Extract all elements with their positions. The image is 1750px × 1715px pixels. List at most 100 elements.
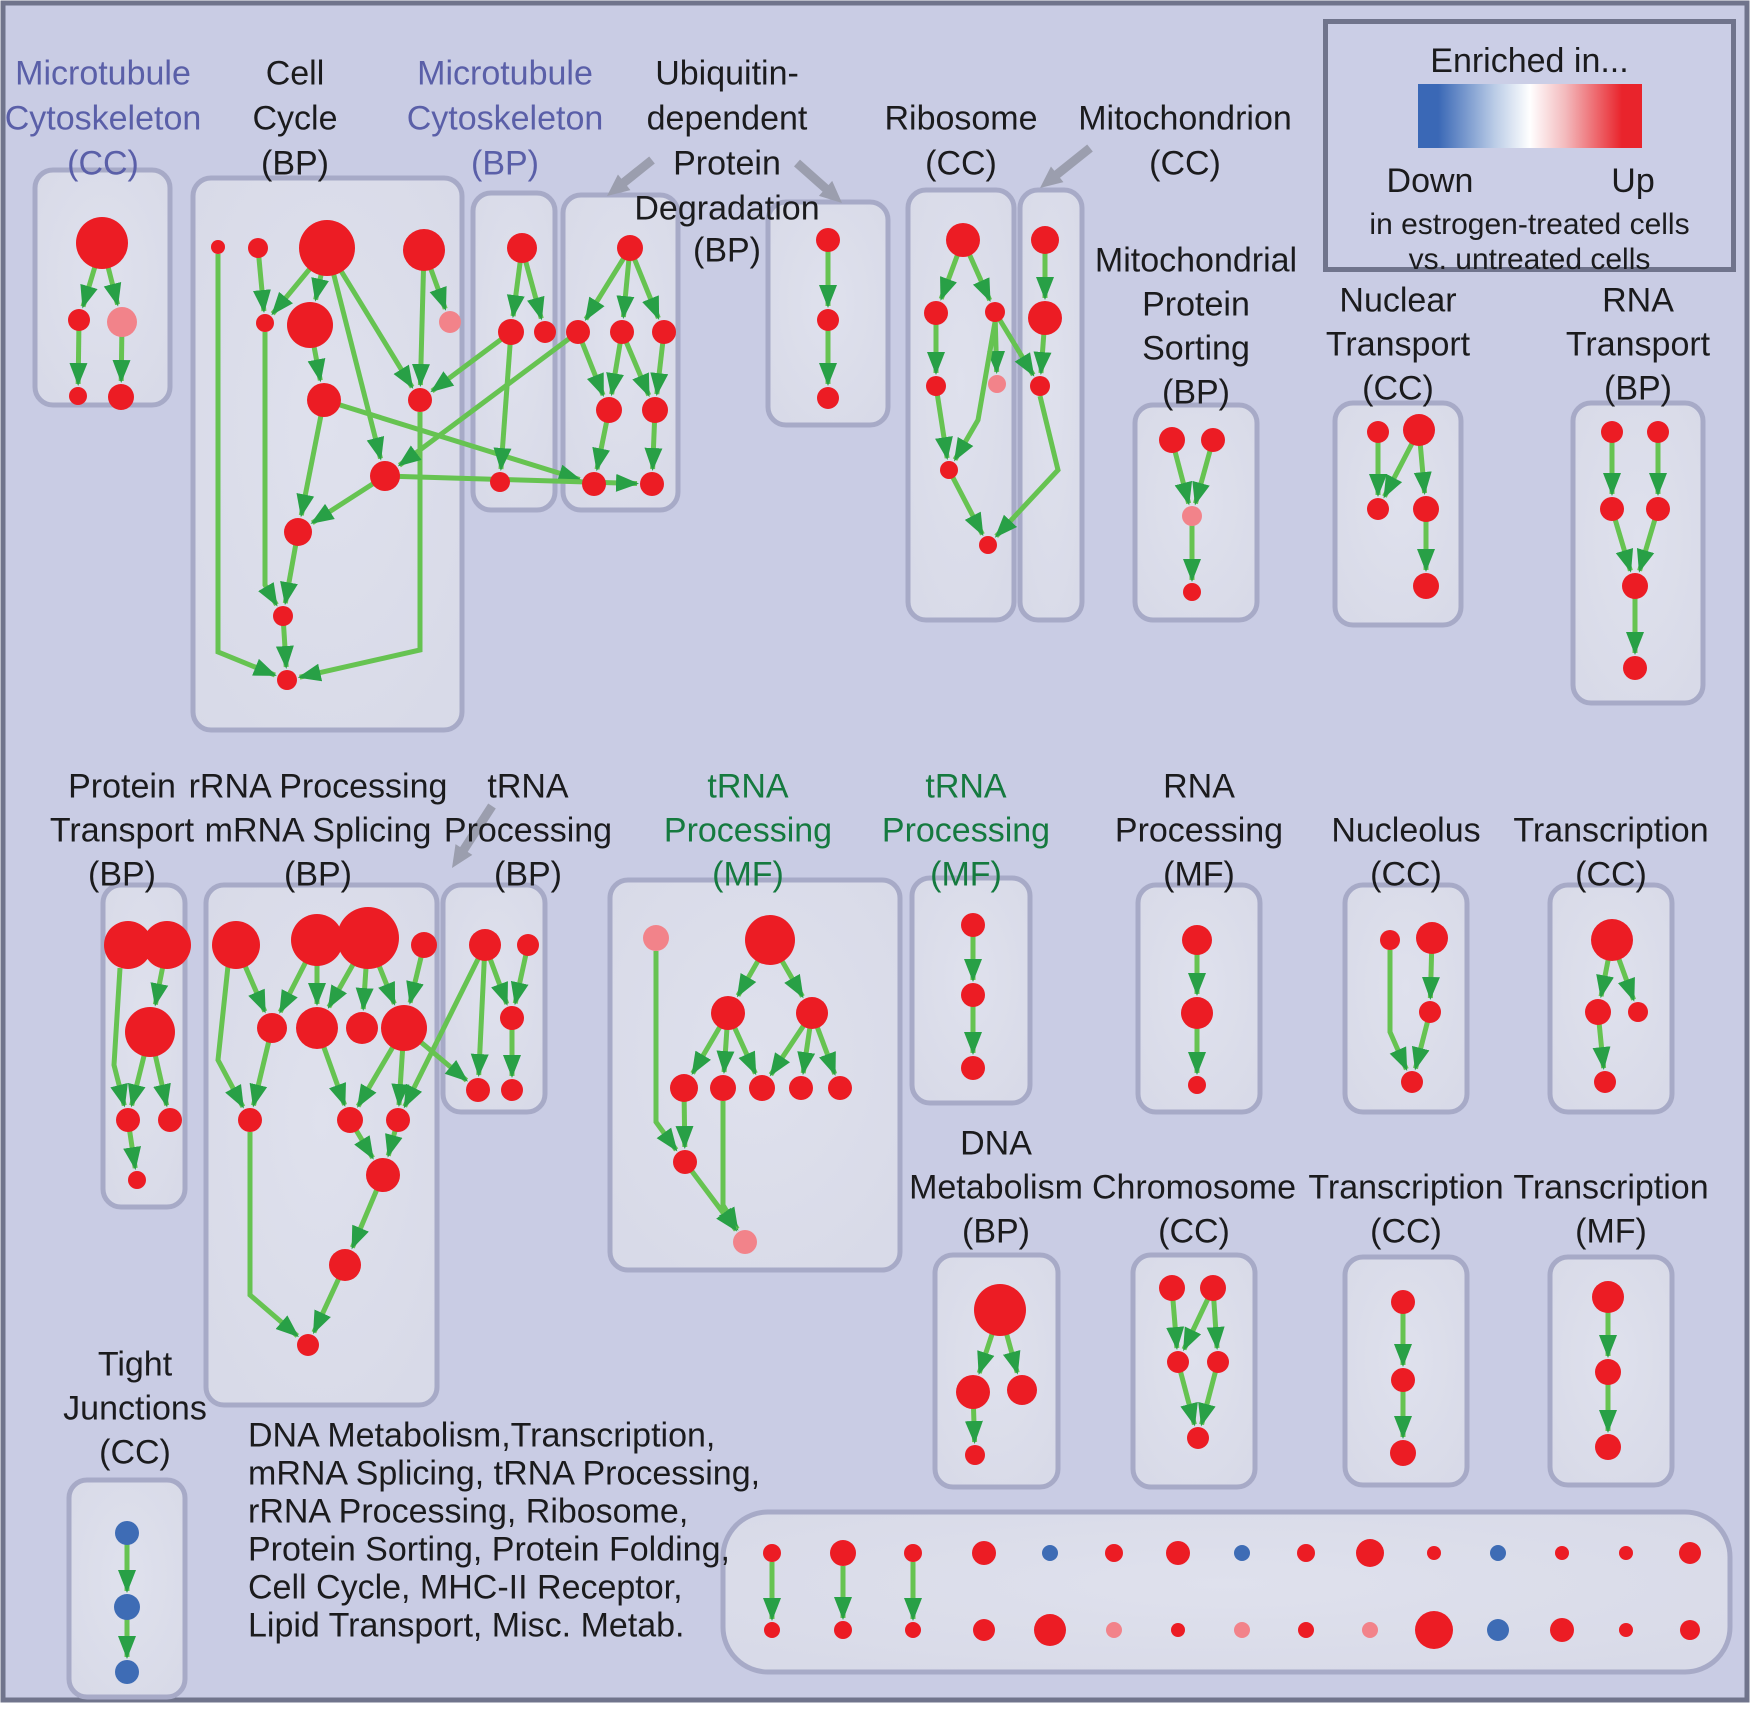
gene-node-s1	[974, 1284, 1026, 1336]
category-label: rRNA Processing, Ribosome,	[248, 1492, 689, 1531]
annotation-pointer-arrow	[1048, 144, 1093, 183]
category-label: (CC)	[1370, 1212, 1442, 1251]
gene-node-l2	[291, 914, 343, 966]
gene-node-m2	[517, 934, 539, 956]
gene-node-f5	[988, 375, 1006, 393]
category-label: tRNA	[925, 767, 1007, 806]
gene-node-n5	[670, 1074, 698, 1102]
category-label: (CC)	[99, 1433, 171, 1472]
gene-node-i2	[1403, 414, 1435, 446]
gene-node-d4	[652, 320, 676, 344]
category-label: Microtubule	[417, 54, 593, 93]
gene-node-strip-top-1	[763, 1544, 781, 1562]
category-label: Transport	[1325, 325, 1471, 364]
edge-arrow	[1387, 950, 1409, 1072]
category-label: Protein	[673, 144, 781, 183]
category-box-nuclear-transport	[1332, 400, 1464, 628]
gene-node-n2	[745, 915, 795, 965]
gene-node-l4	[411, 932, 437, 958]
category-label: Sorting	[1142, 329, 1250, 368]
gene-node-i4	[1413, 496, 1439, 522]
gene-node-a1	[76, 217, 128, 269]
legend-title: Enriched in...	[1430, 42, 1629, 80]
gene-node-t1	[1159, 1275, 1185, 1301]
gene-node-w2	[114, 1594, 140, 1620]
category-label: Tight	[97, 1345, 173, 1384]
gene-node-strip-bottom-13	[1550, 1618, 1574, 1642]
gene-node-b10	[370, 461, 400, 491]
gene-node-strip-bottom-1	[764, 1622, 780, 1638]
gene-node-u3	[1390, 1440, 1416, 1466]
gene-node-p3	[1188, 1076, 1206, 1094]
gene-node-d5	[596, 397, 622, 423]
category-label: mRNA Splicing	[204, 811, 432, 850]
gene-node-strip-bottom-15	[1680, 1620, 1700, 1640]
category-label: RNA	[1602, 281, 1674, 320]
category-label: tRNA	[487, 767, 569, 806]
gene-node-strip-bottom-6	[1106, 1622, 1122, 1638]
category-label: Transcription	[1513, 811, 1709, 850]
edge-arrow	[252, 247, 271, 314]
category-label: Protein Sorting, Protein Folding,	[248, 1530, 730, 1569]
category-label: Transport	[49, 811, 195, 850]
gene-node-n1	[643, 925, 669, 951]
gene-node-j2	[1647, 421, 1669, 443]
category-label: tRNA	[707, 767, 789, 806]
gene-node-strip-top-2	[830, 1540, 856, 1566]
gene-node-f2	[924, 301, 948, 325]
gene-node-w1	[115, 1521, 139, 1545]
gene-node-strip-top-8	[1234, 1545, 1250, 1561]
gene-node-b8	[307, 383, 341, 417]
category-label: (CC)	[1362, 369, 1434, 408]
gene-node-strip-bottom-9	[1298, 1622, 1314, 1638]
edge-arrow	[397, 329, 580, 468]
gene-node-e1	[816, 228, 840, 252]
gene-node-strip-bottom-3	[905, 1622, 921, 1638]
gene-node-t4	[1207, 1351, 1229, 1373]
gene-node-v1	[1592, 1281, 1624, 1313]
category-box-chromosome	[1130, 1252, 1258, 1490]
edge-arrow	[493, 331, 514, 472]
category-label: Microtubule	[15, 54, 191, 93]
gene-node-b12	[273, 606, 293, 626]
gene-node-f3	[985, 302, 1005, 322]
category-label: (BP)	[494, 855, 562, 894]
category-label: (BP)	[284, 855, 352, 894]
gene-node-h3	[1182, 506, 1202, 526]
gene-node-b1	[211, 240, 225, 254]
annotation-pointer-arrowhead	[1040, 166, 1064, 188]
edge-arrow	[296, 399, 327, 518]
category-label: Cycle	[252, 99, 338, 138]
gene-node-u1	[1391, 1290, 1415, 1314]
gene-node-k2	[143, 921, 191, 969]
category-box-misc-strip	[720, 1509, 1733, 1675]
gene-node-d6	[642, 397, 668, 423]
gene-node-strip-top-14	[1619, 1546, 1633, 1560]
gene-node-l9	[238, 1108, 262, 1132]
edge-arrow	[247, 1132, 300, 1338]
gene-node-o2	[961, 983, 985, 1007]
category-label: (CC)	[1158, 1212, 1230, 1251]
gene-node-j1	[1601, 421, 1623, 443]
gene-node-strip-top-3	[904, 1544, 922, 1562]
gene-node-d7	[582, 472, 606, 496]
gene-node-strip-bottom-8	[1234, 1622, 1250, 1638]
gene-node-n6	[710, 1075, 736, 1101]
gene-node-j6	[1623, 656, 1647, 680]
gene-node-k6	[128, 1171, 146, 1189]
category-label: mRNA Splicing, tRNA Processing,	[248, 1454, 761, 1493]
annotation-pointer-arrowhead	[818, 180, 842, 203]
edge-arrow	[470, 944, 489, 1078]
gene-node-f6	[940, 461, 958, 479]
gene-node-f1	[946, 223, 980, 257]
gene-node-n10	[673, 1150, 697, 1174]
gene-node-d1	[617, 235, 643, 261]
category-box-microtubule-cc	[32, 167, 173, 408]
category-label: rRNA Processing	[188, 767, 448, 806]
gene-node-j5	[1622, 573, 1648, 599]
gene-node-k1	[104, 921, 152, 969]
legend-gradient-bar	[1418, 84, 1642, 148]
gene-node-b7	[439, 311, 461, 333]
category-label: (BP)	[1162, 373, 1230, 412]
